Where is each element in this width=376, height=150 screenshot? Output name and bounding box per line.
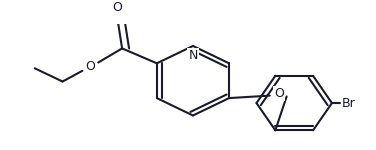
Text: O: O	[274, 87, 284, 100]
Text: O: O	[112, 1, 122, 14]
Text: O: O	[85, 60, 95, 73]
Text: N: N	[188, 49, 198, 62]
Text: Br: Br	[342, 97, 356, 110]
